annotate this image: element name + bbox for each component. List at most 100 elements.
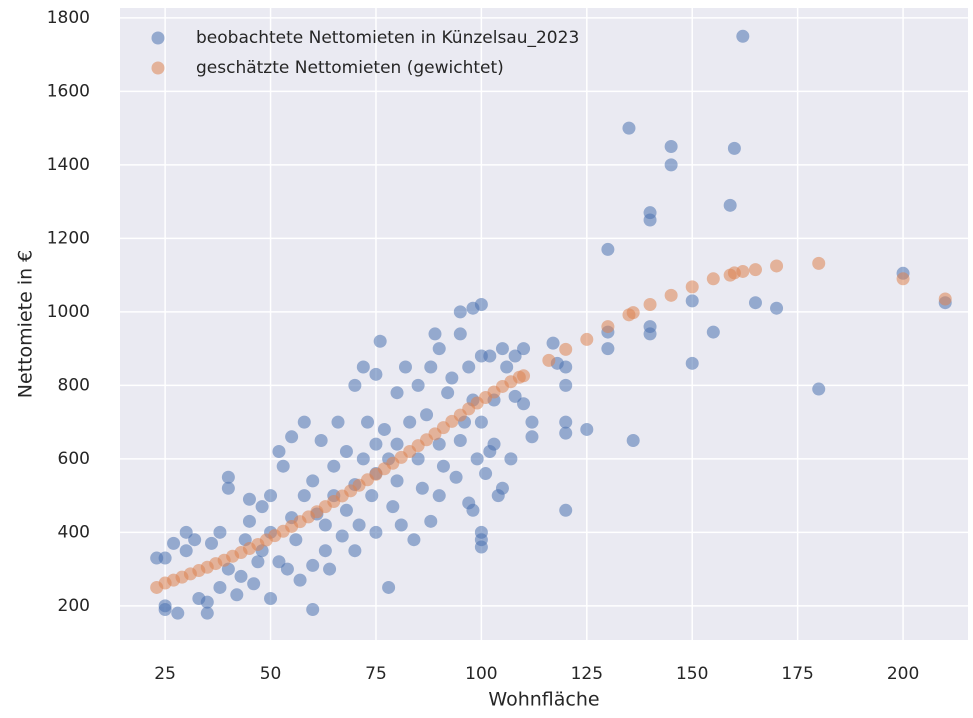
scatter-point [474, 349, 488, 363]
scatter-point [264, 591, 278, 605]
y-tick-label: 800 [58, 375, 90, 395]
scatter-point [664, 140, 678, 154]
y-tick-label: 600 [58, 449, 90, 469]
legend-label: beobachtete Nettomieten in Künzelsau_202… [196, 28, 579, 48]
scatter-point [622, 121, 636, 135]
scatter-point [491, 489, 505, 503]
scatter-point [470, 452, 484, 466]
y-tick-label: 200 [58, 596, 90, 616]
scatter-point [318, 544, 332, 558]
scatter-point [390, 437, 404, 451]
scatter-point [474, 415, 488, 429]
scatter-point [403, 415, 417, 429]
x-tick-label: 100 [465, 664, 497, 684]
legend-label: geschätzte Nettomieten (gewichtet) [196, 58, 504, 78]
scatter-point [559, 342, 573, 356]
scatter-point [685, 294, 699, 308]
scatter-point [167, 536, 181, 550]
scatter-point [601, 242, 615, 256]
x-tick-label: 150 [676, 664, 708, 684]
scatter-point [331, 415, 345, 429]
scatter-point [352, 518, 366, 532]
scatter-point [601, 342, 615, 356]
scatter-point [200, 595, 214, 609]
scatter-point [306, 558, 320, 572]
scatter-point [280, 562, 294, 576]
scatter-point [736, 29, 750, 43]
scatter-point [297, 489, 311, 503]
scatter-point [453, 327, 467, 341]
scatter-point [643, 298, 657, 312]
scatter-point [323, 562, 337, 576]
scatter-point [525, 415, 539, 429]
scatter-point [373, 334, 387, 348]
scatter-point [272, 445, 286, 459]
scatter-point [495, 342, 509, 356]
scatter-point [601, 320, 615, 334]
scatter-point [369, 367, 383, 381]
scatter-point [664, 288, 678, 302]
y-tick-label: 1400 [47, 155, 90, 175]
scatter-point [736, 264, 750, 278]
scatter-point [171, 606, 185, 620]
scatter-point [474, 540, 488, 554]
scatter-point [221, 481, 235, 495]
scatter-point [179, 525, 193, 539]
scatter-point [365, 489, 379, 503]
scatter-point [424, 514, 438, 528]
y-tick-label: 1000 [47, 302, 90, 322]
scatter-point [685, 280, 699, 294]
scatter-point [685, 356, 699, 370]
scatter-point [285, 430, 299, 444]
scatter-point [234, 569, 248, 583]
scatter-point [382, 580, 396, 594]
y-tick-label: 400 [58, 522, 90, 542]
scatter-point [247, 577, 261, 591]
scatter-point [559, 415, 573, 429]
scatter-point [420, 408, 434, 422]
scatter-point [251, 555, 265, 569]
x-tick-label: 50 [260, 664, 282, 684]
scatter-point [504, 452, 518, 466]
scatter-point [938, 292, 952, 306]
scatter-point [542, 353, 556, 367]
scatter-point [200, 606, 214, 620]
scatter-point [327, 459, 341, 473]
scatter-point [500, 360, 514, 374]
scatter-point [559, 426, 573, 440]
scatter-point [723, 198, 737, 212]
scatter-point [441, 386, 455, 400]
scatter-point [643, 327, 657, 341]
scatter-point [432, 437, 446, 451]
scatter-point [479, 467, 493, 481]
scatter-point [453, 433, 467, 447]
x-tick-label: 75 [365, 664, 387, 684]
scatter-point [356, 452, 370, 466]
scatter-point [812, 382, 826, 396]
scatter-point [546, 336, 560, 350]
scatter-point [289, 533, 303, 547]
scatter-point [390, 386, 404, 400]
scatter-point [411, 452, 425, 466]
x-tick-label: 125 [571, 664, 603, 684]
x-tick-label: 200 [887, 664, 919, 684]
x-axis-label: Wohnfläche [488, 689, 599, 711]
scatter-point [559, 378, 573, 392]
scatter-point [748, 296, 762, 310]
scatter-point [314, 433, 328, 447]
scatter-point [517, 397, 531, 411]
scatter-point [407, 533, 421, 547]
scatter-point [428, 327, 442, 341]
scatter-point [706, 272, 720, 286]
scatter-point [664, 158, 678, 172]
scatter-point [390, 474, 404, 488]
scatter-point [369, 525, 383, 539]
scatter-point [424, 360, 438, 374]
scatter-point [339, 503, 353, 517]
scatter-point [377, 422, 391, 436]
scatter-point [306, 474, 320, 488]
scatter-point [432, 489, 446, 503]
y-tick-label: 1800 [47, 8, 90, 28]
scatter-point [242, 514, 256, 528]
